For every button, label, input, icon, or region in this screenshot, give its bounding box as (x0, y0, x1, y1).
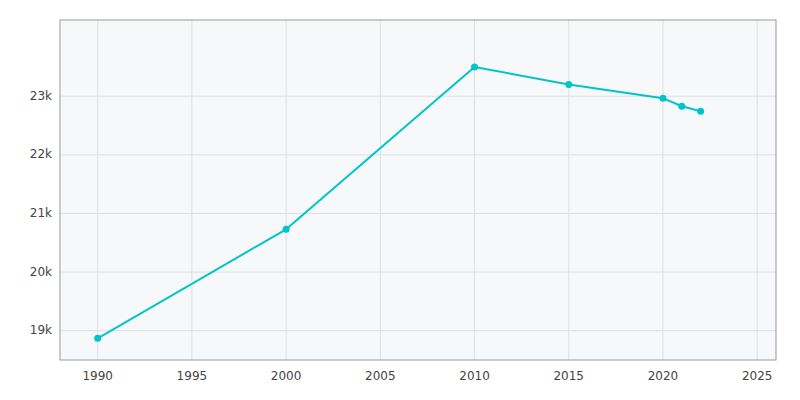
x-grid-line (474, 20, 475, 360)
series (94, 63, 704, 341)
chart-svg: 19k 20k 21k 22k 23k 1990 1995 2000 2005 2010 2015 2… (0, 0, 800, 400)
y-grid-line (60, 213, 776, 214)
plot-frame (60, 20, 776, 360)
y-tick-label: 20k (30, 265, 52, 279)
y-grid-line (60, 154, 776, 155)
y-tick-label: 23k (30, 89, 52, 103)
axes: 19k 20k 21k 22k 23k 1990 1995 2000 2005 2010 2015 2… (30, 20, 776, 383)
x-grid-line (380, 20, 381, 360)
x-tick-label: 1995 (177, 369, 208, 383)
x-grid-line (191, 20, 192, 360)
x-grid-line (97, 20, 98, 360)
x-grid-line (662, 20, 663, 360)
data-point (471, 63, 478, 70)
data-point (697, 108, 704, 115)
y-grid-line (60, 330, 776, 331)
chart-container: 19k 20k 21k 22k 23k 1990 1995 2000 2005 2010 2015 2… (0, 0, 800, 400)
x-tick-label: 1990 (82, 369, 113, 383)
y-tick-label: 19k (30, 323, 52, 337)
data-point (565, 81, 572, 88)
x-tick-label: 2025 (742, 369, 773, 383)
x-tick-label: 2000 (271, 369, 302, 383)
y-grid-line (60, 96, 776, 97)
y-tick-label: 21k (30, 206, 52, 220)
x-tick-label: 2015 (553, 369, 584, 383)
x-grid-line (757, 20, 758, 360)
x-tick-label: 2010 (459, 369, 490, 383)
data-point (659, 95, 666, 102)
grid (60, 20, 776, 360)
data-point (283, 226, 290, 233)
data-point (678, 103, 685, 110)
y-grid-line (60, 272, 776, 273)
x-tick-label: 2005 (365, 369, 396, 383)
y-tick-label: 22k (30, 147, 52, 161)
x-grid-line (568, 20, 569, 360)
data-line (98, 67, 701, 338)
plot-area (60, 20, 776, 360)
x-grid-line (286, 20, 287, 360)
data-point (94, 335, 101, 342)
x-tick-label: 2020 (648, 369, 679, 383)
